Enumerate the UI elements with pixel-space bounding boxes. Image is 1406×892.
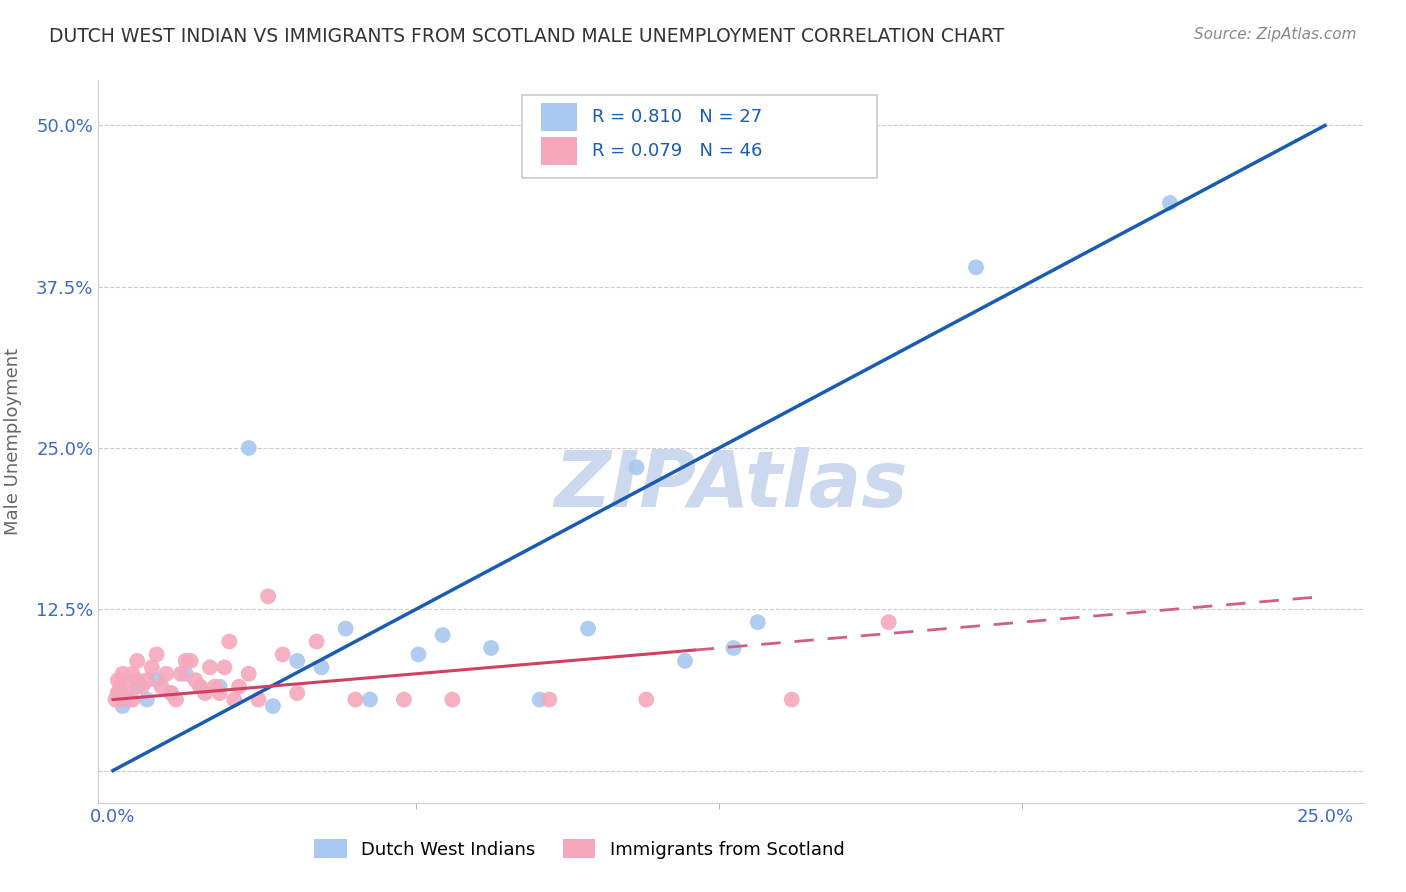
Point <box>111 692 134 706</box>
Point <box>285 686 308 700</box>
Point <box>135 673 157 688</box>
Point <box>723 640 745 655</box>
Point <box>198 660 221 674</box>
Point <box>335 622 357 636</box>
Point <box>576 622 599 636</box>
Point <box>180 654 202 668</box>
Point <box>636 692 658 706</box>
Point <box>155 666 177 681</box>
Point <box>214 660 236 674</box>
Point <box>117 673 139 688</box>
Point <box>127 673 149 688</box>
Point <box>228 680 250 694</box>
Point <box>479 640 502 655</box>
Legend: Dutch West Indians, Immigrants from Scotland: Dutch West Indians, Immigrants from Scot… <box>307 832 852 866</box>
Point <box>188 680 211 694</box>
Bar <box>541 137 576 165</box>
Text: Source: ZipAtlas.com: Source: ZipAtlas.com <box>1194 27 1357 42</box>
Point <box>131 680 153 694</box>
Point <box>117 692 139 706</box>
Point <box>208 686 231 700</box>
Point <box>111 699 134 714</box>
Point <box>208 680 231 694</box>
Text: R = 0.079   N = 46: R = 0.079 N = 46 <box>592 142 762 160</box>
FancyBboxPatch shape <box>523 95 877 178</box>
Y-axis label: Male Unemployment: Male Unemployment <box>4 348 22 535</box>
Point <box>344 692 367 706</box>
Point <box>441 692 464 706</box>
Point <box>673 654 696 668</box>
Point <box>218 634 240 648</box>
Point <box>104 692 127 706</box>
Point <box>408 648 430 662</box>
Point <box>170 666 193 681</box>
Point <box>107 686 129 700</box>
Point <box>174 666 197 681</box>
Point <box>174 654 197 668</box>
Point <box>626 460 648 475</box>
Point <box>194 686 217 700</box>
Text: ZIPAtlas: ZIPAtlas <box>554 447 908 523</box>
Point <box>111 666 134 681</box>
Point <box>204 680 226 694</box>
Bar <box>541 103 576 131</box>
Point <box>305 634 328 648</box>
Point <box>160 686 183 700</box>
Point <box>145 648 167 662</box>
Point <box>965 260 987 275</box>
Point <box>107 673 129 688</box>
Point <box>160 686 183 700</box>
Point <box>145 673 167 688</box>
Point <box>238 666 260 681</box>
Point <box>247 692 270 706</box>
Point <box>257 590 280 604</box>
Point <box>238 441 260 455</box>
Point <box>747 615 769 630</box>
Text: DUTCH WEST INDIAN VS IMMIGRANTS FROM SCOTLAND MALE UNEMPLOYMENT CORRELATION CHAR: DUTCH WEST INDIAN VS IMMIGRANTS FROM SCO… <box>49 27 1004 45</box>
Point <box>538 692 561 706</box>
Point <box>877 615 900 630</box>
Point <box>271 648 294 662</box>
Point <box>529 692 551 706</box>
Point <box>127 654 149 668</box>
Point <box>117 686 139 700</box>
Text: R = 0.810   N = 27: R = 0.810 N = 27 <box>592 108 762 126</box>
Point <box>184 673 207 688</box>
Point <box>141 660 163 674</box>
Point <box>432 628 454 642</box>
Point <box>392 692 415 706</box>
Point <box>359 692 381 706</box>
Point <box>121 692 143 706</box>
Point <box>311 660 333 674</box>
Point <box>150 680 173 694</box>
Point <box>165 692 187 706</box>
Point <box>285 654 308 668</box>
Point <box>188 680 211 694</box>
Point <box>1159 195 1181 210</box>
Point <box>262 699 284 714</box>
Point <box>224 692 246 706</box>
Point <box>121 666 143 681</box>
Point <box>135 692 157 706</box>
Point <box>780 692 803 706</box>
Point <box>127 680 149 694</box>
Point <box>110 680 132 694</box>
Point <box>107 686 129 700</box>
